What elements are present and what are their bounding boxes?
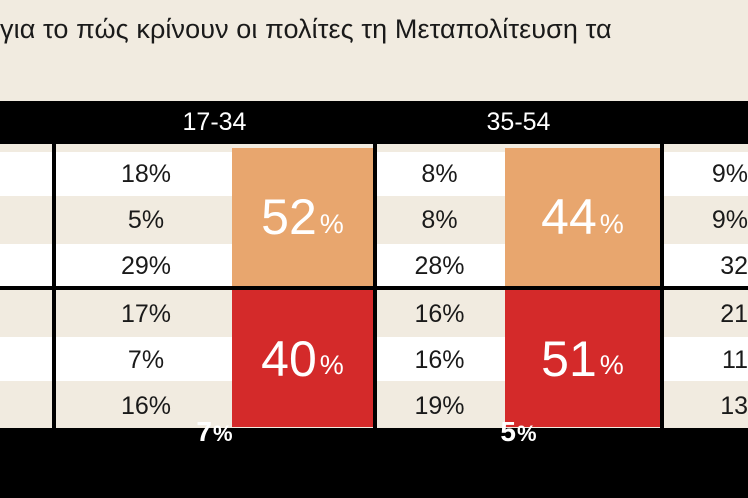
g2-row-4: 16% <box>414 299 465 328</box>
g3-row-5: 11 <box>722 345 748 374</box>
footer-group-1: 7% <box>56 412 373 452</box>
g1-total-top-unit: % <box>319 208 344 239</box>
separator-right <box>660 101 664 498</box>
header-group-2-label: 35-54 <box>486 108 551 136</box>
header-group-1-label: 17-34 <box>182 108 247 136</box>
footer-group-2: 5% <box>377 412 660 452</box>
footer-group-2-value: 5 <box>500 416 516 447</box>
g2-row-5: 16% <box>414 345 465 374</box>
g3-row-4: 21 <box>720 299 748 328</box>
g1-row-6: 16% <box>120 391 172 420</box>
chart-title: για το πώς κρίνουν οι πολίτες τη Μεταπολ… <box>0 14 612 44</box>
g1-row-3: 29% <box>120 251 172 280</box>
header-bar-left <box>0 101 52 144</box>
g2-total-bottom-unit: % <box>599 350 624 380</box>
g3-row-3: 32 <box>720 251 748 280</box>
g1-total-top-value: 52 <box>261 189 317 245</box>
g3-row-1: 9% <box>711 159 748 188</box>
block-divider <box>0 286 748 290</box>
g2-row-1: 8% <box>421 159 458 188</box>
g1-total-top: 52% <box>232 148 373 286</box>
footer-bar <box>0 428 748 498</box>
g1-row-2: 5% <box>127 205 165 234</box>
g2-row-2: 8% <box>421 205 458 234</box>
separator-left <box>52 101 56 498</box>
footer-group-1-value: 7 <box>196 416 212 447</box>
header-group-3 <box>664 101 748 144</box>
g1-total-bottom: 40% <box>232 290 373 427</box>
header-group-2: 35-54 <box>377 101 660 144</box>
footer-group-1-unit: % <box>213 421 233 446</box>
g1-row-5: 7% <box>127 345 165 374</box>
g1-row-1: 18% <box>120 159 172 188</box>
g1-row-4: 17% <box>120 299 172 328</box>
g3-row-2: 9% <box>711 205 748 234</box>
g3-row-6: 13 <box>720 391 748 420</box>
g2-row-6: 19% <box>414 391 465 420</box>
g2-total-top-unit: % <box>599 208 624 239</box>
g1-total-bottom-value: 40 <box>261 330 317 387</box>
g2-total-top-value: 44 <box>541 189 597 245</box>
g2-row-3: 28% <box>414 251 465 280</box>
separator-middle <box>373 101 377 498</box>
g2-total-bottom-value: 51 <box>541 330 597 387</box>
g1-total-bottom-unit: % <box>319 350 344 380</box>
g2-total-top: 44% <box>505 148 660 286</box>
header-group-1: 17-34 <box>56 101 373 144</box>
g2-total-bottom: 51% <box>505 290 660 427</box>
footer-group-2-unit: % <box>517 421 537 446</box>
